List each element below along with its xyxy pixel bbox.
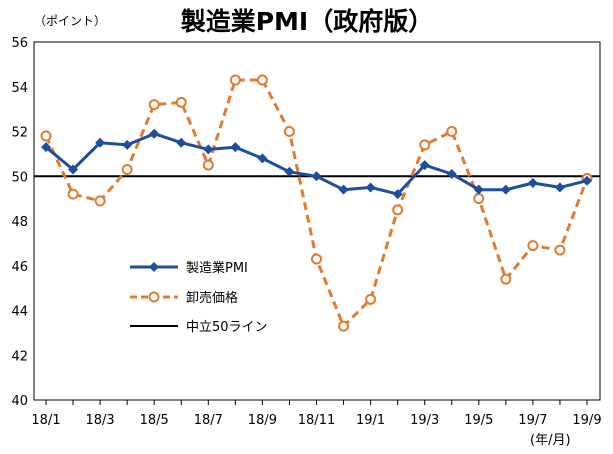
wholesale-price-point — [256, 74, 268, 86]
y-tick-label: 46 — [11, 260, 28, 275]
pmi-point — [338, 184, 349, 195]
x-tick-label: 18/9 — [248, 413, 277, 428]
x-axis: 18/1 18/3 18/5 18/7 18/9 18/11 19/1 19/3 19/5 19/… — [31, 400, 602, 428]
wholesale-price-point — [121, 164, 133, 176]
series-layer — [40, 74, 593, 332]
y-tick-label: 50 — [11, 170, 28, 185]
wholesale-price-point — [419, 139, 431, 151]
y-tick-label: 56 — [11, 36, 28, 51]
wholesale-price-point — [283, 126, 295, 137]
pmi-point — [41, 142, 51, 153]
plot-area — [33, 41, 601, 401]
x-tick-label: 18/5 — [140, 413, 169, 428]
x-tick-label: 18/3 — [85, 413, 114, 428]
pmi-point — [284, 166, 295, 177]
wholesale-price-point — [473, 193, 485, 205]
y-tick-label: 42 — [11, 349, 28, 364]
pmi-point — [554, 182, 565, 193]
wholesale-price-point — [338, 320, 350, 332]
pmi-point — [500, 184, 511, 195]
x-tick-label: 19/1 — [356, 413, 385, 428]
pmi-point — [149, 128, 160, 139]
x-tick-label: 19/7 — [518, 413, 547, 428]
pmi-point — [582, 175, 592, 186]
wholesale-price-point — [94, 195, 106, 207]
wholesale-price-point — [67, 188, 79, 200]
wholesale-price-point — [446, 126, 458, 137]
wholesale-price-point — [392, 204, 404, 216]
wholesale-price-point — [500, 273, 512, 285]
wholesale-price-point — [148, 99, 160, 111]
x-axis-unit-label: (年/月) — [530, 433, 571, 448]
pmi-point — [311, 171, 322, 182]
legend-pmi-marker — [149, 262, 159, 272]
x-tick-label: 18/11 — [298, 413, 335, 428]
x-tick-label: 19/3 — [410, 413, 439, 428]
pmi-point — [230, 142, 241, 153]
pmi-point — [527, 177, 538, 188]
wholesale-price-point — [202, 159, 214, 171]
wholesale-price-point — [229, 74, 241, 86]
x-tick-label: 18/7 — [194, 413, 223, 428]
x-tick-label: 19/5 — [464, 413, 493, 428]
pmi-point — [365, 182, 376, 193]
y-tick-label: 40 — [11, 394, 28, 409]
y-tick-label: 44 — [11, 305, 28, 320]
wholesale-price-point — [554, 244, 566, 256]
pmi-point — [446, 169, 457, 180]
pmi-point — [419, 160, 430, 171]
wholesale-price-point — [175, 96, 187, 108]
y-axis-unit-label: （ポイント） — [34, 14, 106, 28]
pmi-point — [473, 184, 484, 195]
legend-wholesale-marker — [148, 291, 160, 303]
chart-title: 製造業PMI（政府版） — [180, 7, 434, 36]
x-tick-label: 19/9 — [572, 413, 601, 428]
pmi-point — [392, 189, 403, 200]
x-tick-label: 18/1 — [31, 413, 60, 428]
legend-pmi-label: 製造業PMI — [186, 260, 248, 276]
y-tick-label: 54 — [11, 81, 28, 96]
wholesale-price-point — [40, 130, 52, 142]
pmi-point — [203, 144, 214, 155]
pmi-point — [122, 139, 133, 150]
y-tick-label: 48 — [11, 215, 28, 230]
legend: 製造業PMI 卸売価格 中立50ライン — [130, 260, 268, 335]
wholesale-price-point — [527, 240, 539, 252]
wholesale-price-point — [365, 293, 377, 305]
pmi-point — [95, 137, 106, 148]
pmi-point — [68, 164, 79, 175]
y-tick-label: 52 — [11, 126, 28, 141]
legend-neutral-label: 中立50ライン — [186, 320, 268, 335]
y-axis: 40 42 44 46 48 50 52 54 56 — [11, 36, 28, 409]
pmi-point — [257, 153, 268, 164]
wholesale-price-point — [311, 253, 322, 265]
legend-wholesale-label: 卸売価格 — [186, 290, 238, 306]
pmi-point — [176, 137, 187, 148]
